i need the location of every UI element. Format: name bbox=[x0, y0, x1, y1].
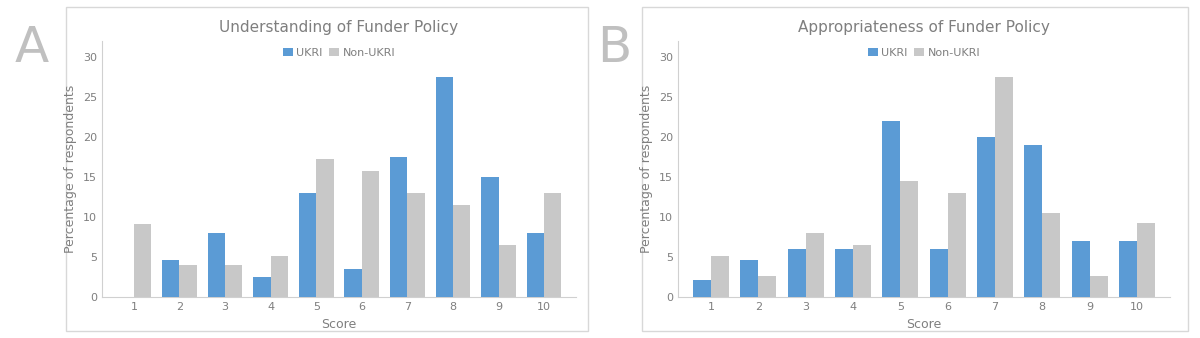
Bar bbox=[407, 193, 425, 297]
Bar bbox=[1043, 213, 1061, 297]
Bar bbox=[498, 245, 516, 297]
Bar bbox=[271, 256, 288, 297]
X-axis label: Score: Score bbox=[906, 318, 942, 331]
Bar bbox=[977, 137, 995, 297]
Bar bbox=[452, 205, 470, 297]
Bar bbox=[740, 260, 758, 297]
Bar bbox=[390, 157, 407, 297]
Bar bbox=[208, 233, 226, 297]
Bar bbox=[162, 260, 180, 297]
Bar bbox=[805, 233, 823, 297]
Bar bbox=[544, 193, 562, 297]
Bar bbox=[317, 159, 334, 297]
Bar bbox=[882, 121, 900, 297]
Bar bbox=[853, 245, 871, 297]
Bar bbox=[180, 265, 197, 297]
X-axis label: Score: Score bbox=[322, 318, 356, 331]
Bar bbox=[253, 277, 271, 297]
Bar bbox=[344, 269, 361, 297]
Title: Appropriateness of Funder Policy: Appropriateness of Funder Policy bbox=[798, 20, 1050, 35]
Bar bbox=[299, 193, 317, 297]
Bar bbox=[1072, 241, 1090, 297]
Bar bbox=[930, 249, 948, 297]
Bar bbox=[1025, 145, 1043, 297]
Bar bbox=[226, 265, 242, 297]
Bar bbox=[1118, 241, 1136, 297]
Legend: UKRI, Non-UKRI: UKRI, Non-UKRI bbox=[863, 44, 985, 63]
Bar bbox=[1136, 223, 1154, 297]
Bar bbox=[835, 249, 853, 297]
Y-axis label: Percentage of respondents: Percentage of respondents bbox=[641, 85, 654, 253]
Bar bbox=[134, 224, 151, 297]
Bar bbox=[758, 276, 776, 297]
Bar bbox=[481, 177, 498, 297]
Bar bbox=[436, 77, 452, 297]
Bar bbox=[361, 171, 379, 297]
Bar bbox=[995, 77, 1013, 297]
Bar bbox=[900, 181, 918, 297]
Text: A: A bbox=[14, 24, 49, 72]
Bar bbox=[527, 233, 544, 297]
Bar bbox=[712, 256, 730, 297]
Text: B: B bbox=[598, 24, 632, 72]
Y-axis label: Percentage of respondents: Percentage of respondents bbox=[65, 85, 78, 253]
Title: Understanding of Funder Policy: Understanding of Funder Policy bbox=[220, 20, 458, 35]
Legend: UKRI, Non-UKRI: UKRI, Non-UKRI bbox=[278, 44, 400, 63]
Bar bbox=[1090, 276, 1108, 297]
Bar bbox=[694, 280, 712, 297]
Bar bbox=[787, 249, 805, 297]
Bar bbox=[948, 193, 966, 297]
